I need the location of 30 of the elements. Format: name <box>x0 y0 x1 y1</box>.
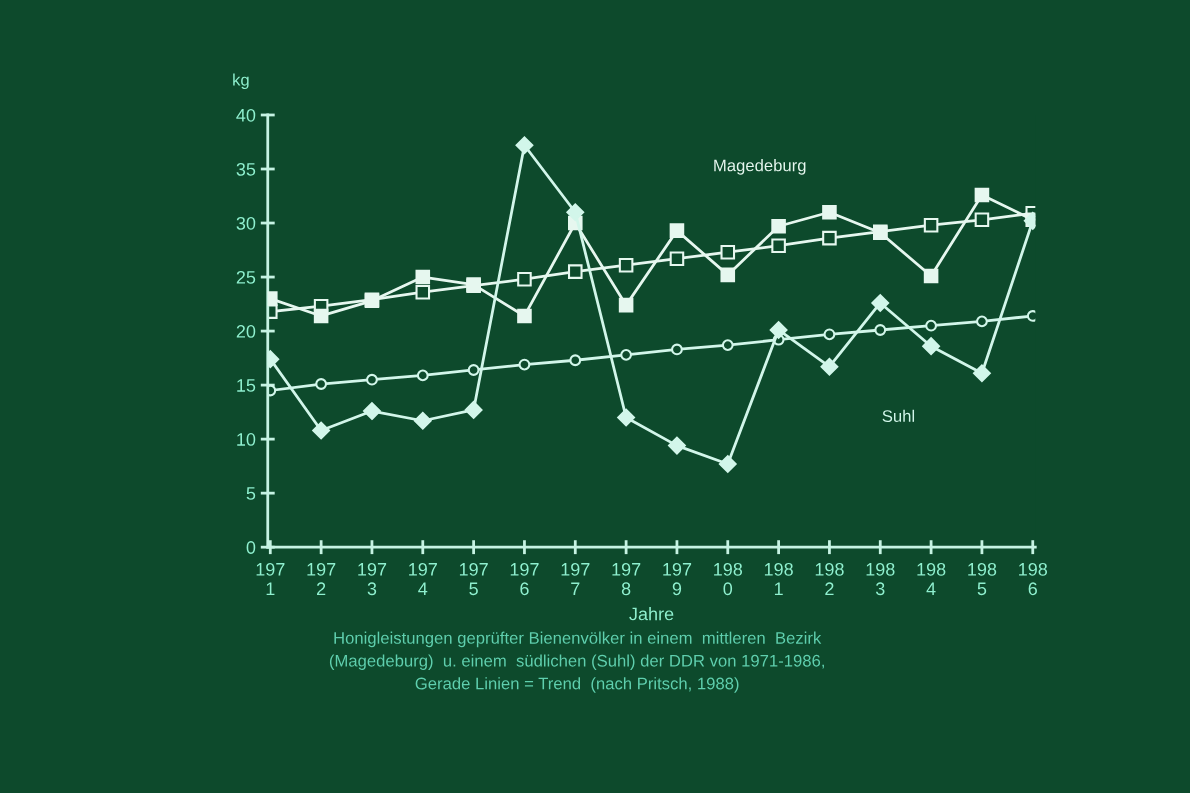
x-tick-label: 198 5 <box>968 562 997 596</box>
y-tick-label: 25 <box>236 270 256 284</box>
x-tick-label: 197 4 <box>409 562 437 595</box>
x-tick-label: 197 8 <box>612 562 641 596</box>
y-tick-label: 40 <box>236 108 256 122</box>
text: Suhl <box>882 409 915 422</box>
x-tick-label: 198 6 <box>1019 562 1048 596</box>
y-axis-title: kg <box>233 73 249 90</box>
x-axis-title: Jahre <box>629 607 674 621</box>
x-tick-label: 198 2 <box>815 562 844 595</box>
x-tick-label: 197 9 <box>663 562 692 596</box>
y-tick-label: 5 <box>246 487 256 500</box>
x-tick-label: 198 0 <box>714 562 743 596</box>
y-tick-label: 0 <box>246 541 256 554</box>
x-tick-label: 198 1 <box>764 562 793 595</box>
y-tick-label: 20 <box>236 325 256 338</box>
x-tick-label: 197 2 <box>307 562 336 595</box>
text: Magedeburg <box>714 159 806 175</box>
x-tick-label: 197 5 <box>459 562 488 596</box>
x-tick-label: 197 6 <box>510 562 539 596</box>
y-tick-label: 15 <box>237 379 256 392</box>
x-tick-label: 198 3 <box>866 562 895 596</box>
y-tick-label: 35 <box>236 162 256 176</box>
x-tick-label: 197 1 <box>256 562 285 595</box>
y-tick-label: 10 <box>237 433 256 446</box>
text: Honigleistungen geprüfter Bienenvölker in einem mittleren Bezirk (Magedeburg) u. einem südlichen (Suhl) der DDR von 1971-1986, Gerade Linien = Trend (nach Pritsch, 1988) <box>329 631 824 693</box>
x-tick-label: 198 4 <box>917 562 946 595</box>
x-tick-label: 197 3 <box>358 562 387 596</box>
y-tick-label: 30 <box>236 216 256 230</box>
x-tick-label: 197 7 <box>561 562 590 595</box>
